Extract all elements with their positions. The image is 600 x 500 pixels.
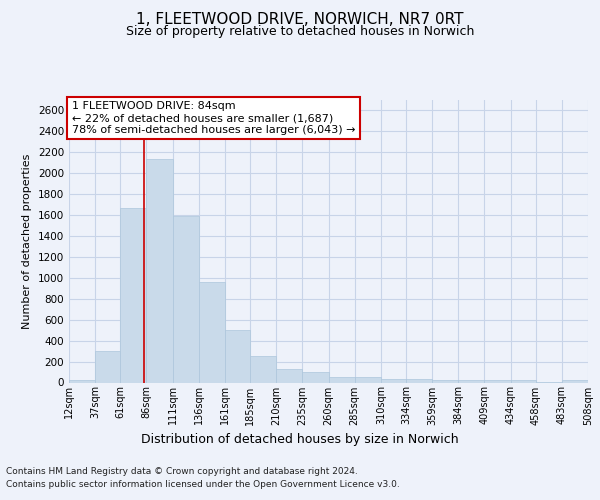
Bar	[329, 378, 355, 382]
Bar	[458, 380, 484, 382]
Text: 1, FLEETWOOD DRIVE, NORWICH, NR7 0RT: 1, FLEETWOOD DRIVE, NORWICH, NR7 0RT	[136, 12, 464, 28]
Bar	[199, 282, 225, 382]
Text: Contains public sector information licensed under the Open Government Licence v3: Contains public sector information licen…	[6, 480, 400, 489]
Bar	[511, 380, 536, 382]
Bar	[432, 380, 458, 382]
Text: Contains HM Land Registry data © Crown copyright and database right 2024.: Contains HM Land Registry data © Crown c…	[6, 468, 358, 476]
Bar	[406, 379, 432, 382]
Bar	[95, 351, 120, 382]
Bar	[120, 208, 146, 382]
Bar	[562, 380, 588, 382]
Y-axis label: Number of detached properties: Number of detached properties	[22, 154, 32, 329]
Bar	[484, 380, 511, 382]
Bar	[381, 379, 406, 382]
Bar	[355, 378, 381, 382]
Bar	[69, 380, 95, 382]
Bar	[173, 216, 199, 382]
Bar	[250, 356, 276, 382]
Bar	[225, 330, 250, 382]
Bar	[146, 158, 173, 382]
Text: 1 FLEETWOOD DRIVE: 84sqm
← 22% of detached houses are smaller (1,687)
78% of sem: 1 FLEETWOOD DRIVE: 84sqm ← 22% of detach…	[71, 102, 355, 134]
Bar	[302, 372, 329, 382]
Text: Distribution of detached houses by size in Norwich: Distribution of detached houses by size …	[141, 432, 459, 446]
Text: Size of property relative to detached houses in Norwich: Size of property relative to detached ho…	[126, 25, 474, 38]
Bar	[276, 370, 302, 382]
